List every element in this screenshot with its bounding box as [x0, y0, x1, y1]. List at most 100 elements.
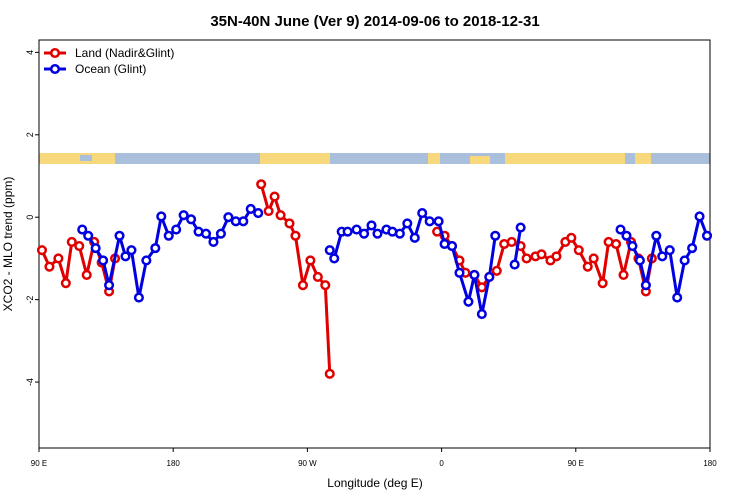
data-point — [53, 253, 64, 264]
data-point — [446, 241, 458, 252]
y-tick-label: -2 — [25, 296, 35, 304]
data-point — [186, 214, 197, 225]
data-point — [597, 278, 608, 289]
data-point — [133, 292, 144, 303]
data-point — [509, 259, 520, 270]
data-point — [679, 255, 690, 266]
x-tick-label: 180 — [167, 459, 181, 468]
plot-frame — [38, 39, 711, 449]
data-point — [521, 253, 532, 264]
x-tick-label: 0 — [439, 459, 444, 468]
data-point — [150, 243, 161, 254]
data-point — [694, 211, 705, 222]
map-strip — [39, 153, 710, 164]
data-point — [256, 179, 267, 190]
data-point — [163, 230, 174, 241]
data-point — [402, 218, 413, 229]
data-point — [490, 230, 501, 241]
data-point — [621, 230, 632, 241]
data-point — [36, 245, 48, 256]
data-point — [359, 228, 370, 239]
y-axis-label: XCO2 - MLO trend (ppm) — [1, 177, 15, 312]
data-point — [627, 241, 638, 252]
data-point — [588, 253, 599, 264]
x-axis-label: Longitude (deg E) — [327, 476, 422, 490]
data-point — [275, 210, 286, 221]
data-point — [491, 265, 502, 276]
data-point — [351, 224, 362, 235]
x-tick-label: 90 E — [31, 459, 47, 468]
data-point — [618, 269, 629, 280]
chart-title: 35N-40N June (Ver 9) 2014-09-06 to 2018-… — [210, 13, 539, 30]
data-point — [611, 238, 622, 250]
data-point — [263, 205, 274, 217]
data-point — [687, 243, 698, 254]
y-tick-label: 2 — [25, 132, 35, 137]
data-point — [126, 245, 137, 256]
data-point — [424, 216, 435, 227]
data-point — [171, 224, 182, 235]
data-point — [463, 296, 474, 307]
data-point — [104, 280, 115, 291]
data-point — [305, 255, 316, 266]
data-point — [651, 230, 662, 241]
data-point — [238, 216, 249, 227]
data-point — [320, 280, 331, 291]
data-point — [208, 236, 219, 247]
data-point — [372, 228, 383, 239]
data-point — [253, 208, 264, 219]
data-point — [433, 216, 444, 227]
data-point — [324, 368, 335, 379]
data-point — [454, 267, 465, 278]
x-tick-label: 90 W — [298, 459, 317, 468]
data-point — [551, 251, 562, 262]
data-point — [394, 228, 405, 239]
legend-marker — [49, 47, 61, 59]
data-point — [506, 236, 517, 247]
data-point — [573, 245, 584, 256]
data-point — [81, 269, 92, 280]
data-point — [484, 271, 495, 283]
data-point — [476, 282, 487, 293]
data-point — [215, 228, 226, 239]
data-point — [74, 241, 85, 252]
legend-marker — [49, 63, 61, 75]
data-point — [77, 224, 88, 235]
legend-label: Ocean (Glint) — [75, 62, 146, 76]
data-point — [223, 212, 234, 223]
data-point — [290, 230, 301, 241]
data-point — [284, 218, 295, 229]
data-point — [83, 230, 94, 241]
data-point — [634, 255, 645, 266]
data-point — [566, 232, 577, 243]
data-point — [476, 309, 487, 320]
data-point — [515, 222, 526, 233]
data-point — [657, 251, 668, 262]
data-point — [200, 228, 212, 239]
data-point — [90, 243, 101, 254]
data-point — [66, 236, 77, 247]
data-point — [469, 269, 480, 280]
y-tick-label: 0 — [25, 215, 35, 220]
data-point — [60, 278, 71, 289]
x-tick-label: 180 — [703, 459, 717, 468]
data-point — [417, 208, 428, 219]
data-point — [44, 261, 55, 272]
data-point — [178, 210, 189, 221]
series-line — [513, 227, 523, 265]
data-point — [640, 280, 651, 291]
data-point — [245, 203, 256, 215]
data-point — [409, 232, 420, 243]
x-tick-label: 90 E — [568, 459, 584, 468]
data-point — [114, 230, 125, 241]
data-point — [615, 224, 626, 235]
data-point — [312, 271, 323, 283]
legend-label: Land (Nadir&Glint) — [75, 46, 174, 60]
data-point — [156, 211, 167, 222]
data-point — [672, 292, 683, 303]
y-tick-label: 4 — [25, 50, 35, 55]
data-point — [366, 220, 377, 231]
data-point — [582, 261, 593, 272]
data-point — [536, 249, 547, 260]
